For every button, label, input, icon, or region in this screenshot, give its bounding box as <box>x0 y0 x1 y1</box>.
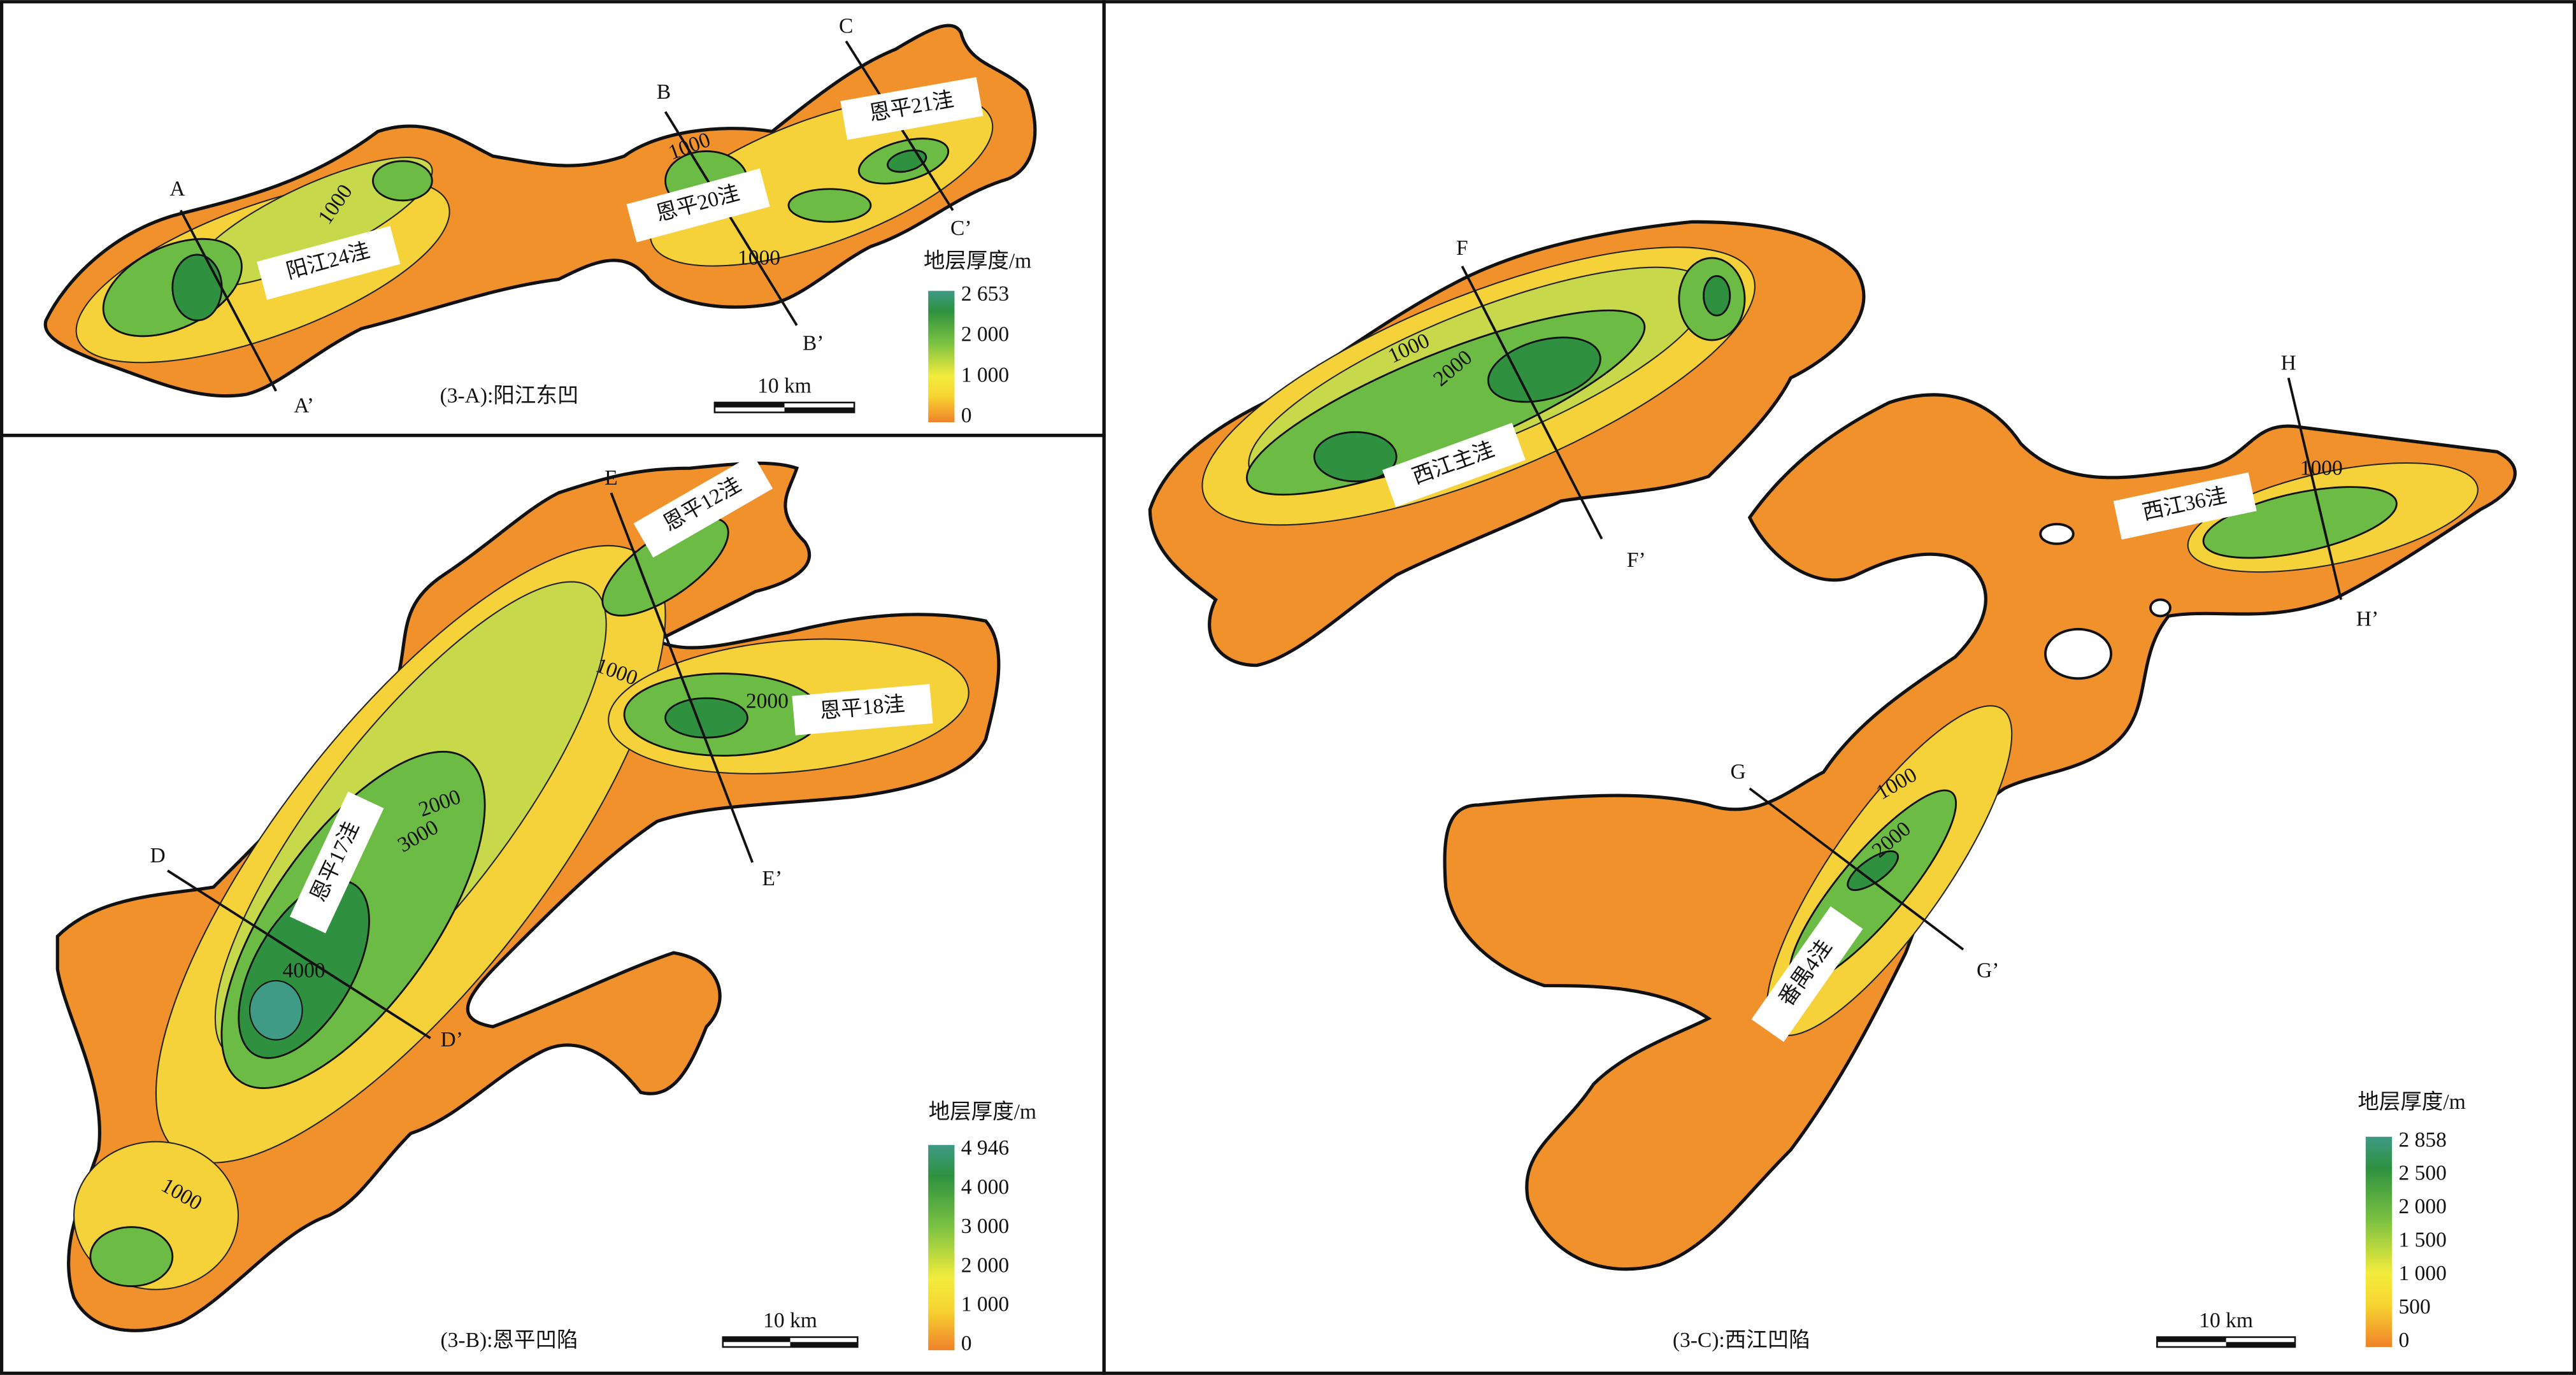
panel-frame <box>1102 0 2576 1375</box>
contour-label: 4000 <box>283 959 326 983</box>
legend-tick-label: 500 <box>2398 1295 2430 1319</box>
map-zone <box>1703 275 1731 317</box>
section-label: E’ <box>762 867 782 890</box>
legend-tick-label: 2 858 <box>2398 1128 2446 1151</box>
section-label: E <box>605 466 617 490</box>
legend-tick-label: 1 000 <box>961 1293 1009 1316</box>
section-line <box>167 869 431 1039</box>
map-zone <box>2149 598 2172 618</box>
legend-title: 地层厚度/m <box>929 1100 1036 1123</box>
legend-tick-label: 2 653 <box>961 282 1009 306</box>
contour-label: 1000 <box>738 246 780 269</box>
section-label: F’ <box>1627 548 1646 572</box>
section-line <box>179 210 277 392</box>
scale-bar-segment <box>2157 1337 2226 1343</box>
label-box <box>2113 472 2257 540</box>
legend-title: 地层厚度/m <box>924 249 1031 273</box>
map-zone <box>2044 628 2113 680</box>
section-label: A’ <box>294 394 314 417</box>
section-line <box>610 492 754 863</box>
legend-tick-label: 4 000 <box>961 1176 1009 1199</box>
legend-bar <box>928 1144 955 1351</box>
scale-label: 10 km <box>757 374 812 398</box>
legend-title: 地层厚度/m <box>2358 1090 2465 1114</box>
scale-label: 10 km <box>2199 1309 2253 1332</box>
section-line <box>664 111 798 326</box>
contour-label: 1000 <box>2300 456 2343 480</box>
basin-map <box>43 24 1037 398</box>
section-label: G’ <box>1977 959 1999 983</box>
legend-tick-label: 1 000 <box>961 363 1009 387</box>
section-line <box>2287 377 2343 600</box>
section-label: H <box>2281 351 2296 374</box>
label-box <box>633 454 773 558</box>
section-label: A <box>169 177 185 201</box>
section-label: B’ <box>803 331 824 355</box>
label-box <box>257 225 401 300</box>
legend-tick-label: 2 000 <box>961 323 1009 346</box>
scale-bar-segment <box>714 403 785 408</box>
section-line <box>1461 266 1603 539</box>
panel-caption: (3-C):西江凹陷 <box>1673 1329 1810 1352</box>
legend-tick-label: 2 500 <box>2398 1162 2446 1185</box>
map-zone <box>787 188 872 223</box>
map-zone <box>664 697 748 739</box>
scale-label: 10 km <box>763 1309 817 1332</box>
label-box <box>1382 422 1526 508</box>
legend-tick-label: 4 946 <box>961 1136 1009 1160</box>
map-zone <box>1313 431 1398 483</box>
legend-tick-label: 2 000 <box>2398 1195 2446 1218</box>
map-zone <box>171 253 223 322</box>
label-box <box>289 791 384 934</box>
section-label: F <box>1456 236 1468 260</box>
basin-label: 恩平21洼 <box>840 77 984 140</box>
map-zone <box>2039 522 2075 545</box>
legend-tick-label: 1 500 <box>2398 1229 2446 1252</box>
section-label: D <box>150 844 165 867</box>
label-box <box>792 684 933 736</box>
basin-map <box>1148 220 2517 1271</box>
section-label: C’ <box>950 217 972 240</box>
label-box <box>840 77 984 140</box>
section-label: D’ <box>441 1028 463 1051</box>
legend-tick-label: 2 000 <box>961 1253 1009 1277</box>
legend-tick-label: 1 000 <box>2398 1262 2446 1285</box>
map-zone <box>248 980 303 1041</box>
map-zone <box>2202 486 2398 559</box>
scale-bar-segment <box>722 1337 791 1343</box>
legend-tick-label: 3 000 <box>961 1215 1009 1238</box>
legend-bar <box>2365 1136 2393 1348</box>
label-box <box>1751 906 1863 1043</box>
map-zone <box>1847 850 1899 891</box>
contour-label: 2000 <box>746 690 789 713</box>
legend-tick-label: 0 <box>2398 1329 2409 1352</box>
scale-bar-segment <box>2226 1342 2295 1348</box>
panel-caption: (3-A):阳江东凹 <box>440 384 579 408</box>
basin-label: 恩平18洼 <box>792 684 933 736</box>
map-zone <box>89 1226 174 1287</box>
panel-caption: (3-B):恩平凹陷 <box>441 1329 578 1352</box>
section-line <box>1749 787 1964 951</box>
section-label: B <box>657 80 671 104</box>
map-zone <box>1443 393 2517 1271</box>
scale-bar-segment <box>784 407 855 413</box>
map-zone <box>887 149 927 173</box>
map-zone <box>372 160 433 202</box>
legend-bar <box>928 290 955 422</box>
map-zone <box>1487 336 1601 403</box>
legend-tick-label: 0 <box>961 1332 972 1355</box>
basin-map <box>55 461 1001 1332</box>
scale-bar-segment <box>790 1342 858 1348</box>
legend-tick-label: 0 <box>961 404 972 427</box>
section-label: C <box>839 15 853 38</box>
label-box <box>626 168 770 243</box>
section-label: G <box>1731 760 1746 784</box>
section-label: H’ <box>2356 608 2379 631</box>
